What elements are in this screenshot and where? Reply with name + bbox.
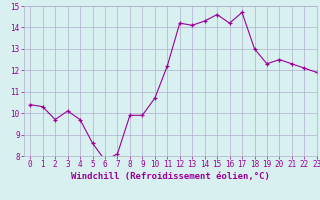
X-axis label: Windchill (Refroidissement éolien,°C): Windchill (Refroidissement éolien,°C)	[71, 172, 270, 181]
